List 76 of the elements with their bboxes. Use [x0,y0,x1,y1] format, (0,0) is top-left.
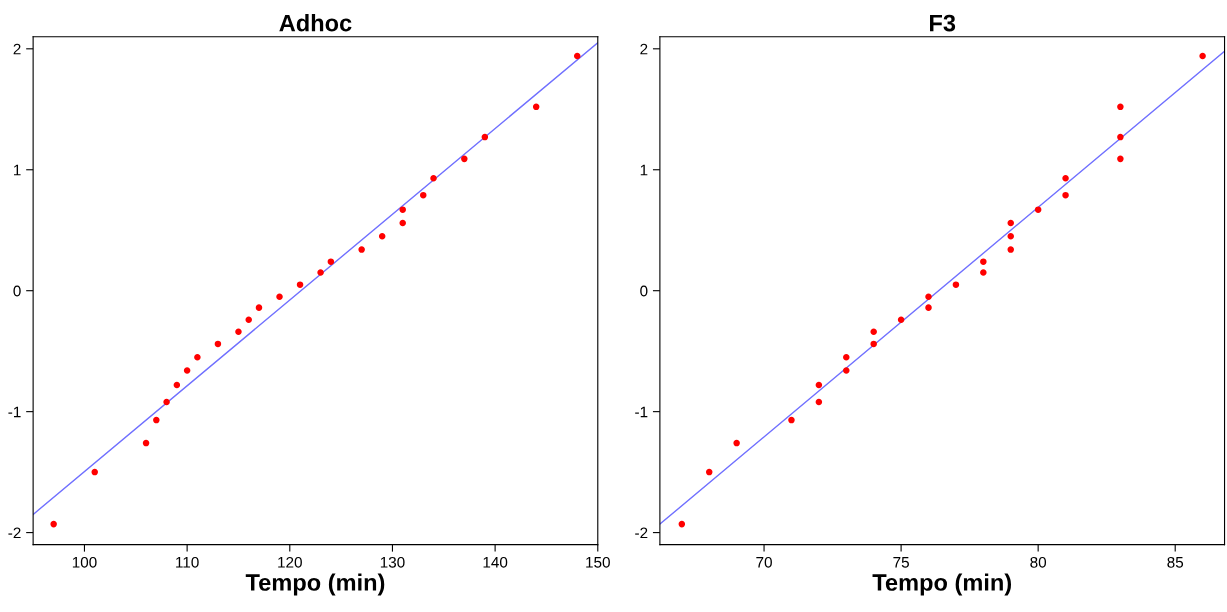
chart-title: Adhoc [279,14,352,32]
point [678,520,686,528]
x-tick-label: 150 [586,556,610,568]
x-tick-label: 140 [483,556,508,568]
point [399,206,406,213]
point [327,258,335,265]
x-axis-title: Tempo (min) [872,573,1012,596]
point [183,367,191,374]
point [980,269,987,276]
y-tick-label: -2 [635,527,648,539]
point [532,103,540,111]
x-tick-label: 75 [893,557,909,568]
point [50,520,57,528]
y-tick-label: 2 [640,43,648,55]
y-tick-label: -1 [8,406,21,418]
y-tick-label: -1 [635,406,648,418]
x-tick-label: 130 [380,556,405,568]
point [1062,191,1069,199]
point [91,468,98,476]
point [245,316,252,323]
point [214,340,222,348]
point [276,293,283,300]
x-tick-label: 120 [278,556,302,568]
point [843,353,850,361]
point [163,398,170,406]
point [952,281,960,288]
point [1117,103,1124,111]
point [1034,206,1042,213]
point [1062,174,1069,182]
y-tick-label: 0 [640,285,648,297]
point [461,155,468,163]
point [142,439,150,447]
chart-title: F3 [930,14,956,32]
point [897,316,905,323]
point [317,269,324,276]
point [296,281,304,288]
x-tick-label: 85 [1167,556,1184,568]
point [870,340,877,348]
point [255,304,263,311]
point [481,133,489,141]
y-tick-label: 2 [13,43,21,55]
point [1007,246,1014,253]
point [153,416,160,424]
point [1007,233,1014,240]
y-tick-label: 1 [13,164,21,176]
point [815,398,823,406]
point [1007,219,1014,227]
point [358,246,365,253]
point [573,52,581,60]
point [173,381,181,389]
point [843,367,850,374]
point [925,304,932,311]
y-tick-label: 0 [13,285,21,297]
point [1117,155,1124,163]
point [399,219,406,227]
x-tick-label: 80 [1030,556,1047,568]
point [378,233,386,240]
x-tick-label: 70 [756,556,772,568]
point [870,328,877,336]
x-tick-label: 110 [176,556,199,568]
point [815,381,823,389]
point [235,328,242,336]
point [420,191,427,199]
point [430,174,437,182]
y-tick-label: -2 [8,527,21,539]
y-tick-label: 1 [640,164,648,176]
point [194,353,201,361]
point [733,439,740,447]
point [788,416,795,424]
point [1199,52,1206,60]
x-axis-title: Tempo (min) [245,573,385,596]
point [1117,133,1124,141]
x-tick-label: 100 [72,556,97,568]
point [925,293,932,300]
point [980,258,987,265]
point [705,468,713,476]
